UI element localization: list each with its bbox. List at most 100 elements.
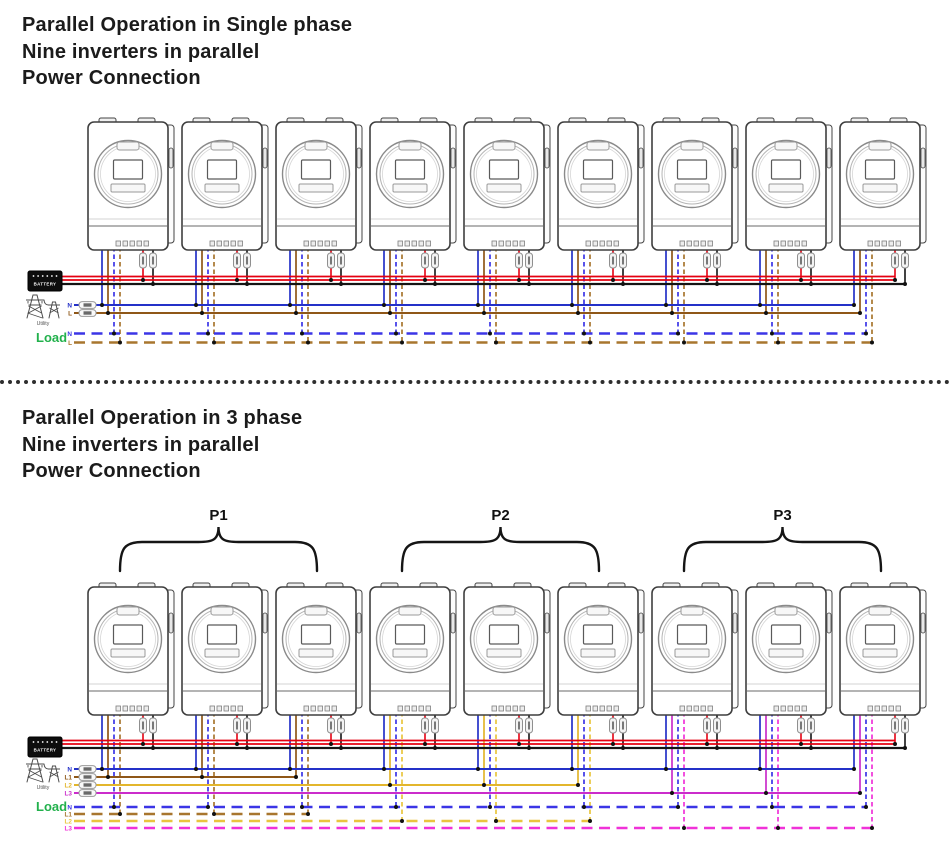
fuse-icon [525,717,533,734]
junction-dot [576,311,580,315]
fuse-icon [619,717,627,734]
lcd-screen [112,624,144,645]
lcd-screen [300,624,332,645]
inverter-unit [275,117,363,251]
battery-body [27,736,63,758]
junction-dot [903,746,907,750]
battery-cell-dot [51,741,53,743]
lcd-screen [112,159,144,180]
inverter-unit [181,117,269,251]
junction-dot [194,767,198,771]
terminal-mark [425,705,431,712]
junction-dot [517,278,521,282]
status-window [210,606,234,616]
battery-icon: BATTERY [27,736,63,758]
junction-dot [433,282,437,286]
terminal-mark [303,705,309,712]
fuse-icon [901,717,909,734]
fuse-icon [703,717,711,734]
junction-dot [517,742,521,746]
status-window [116,606,140,616]
junction-dot [200,311,204,315]
side-handle [168,147,174,169]
terminal-mark [324,705,330,712]
fuse-icon [421,252,429,269]
junction-dot [621,282,625,286]
junction-dot [670,311,674,315]
terminal-mark [303,240,309,247]
terminal-mark [693,705,699,712]
junction-dot [400,819,404,823]
junction-dot [776,826,780,830]
junction-dot [705,278,709,282]
button-bar [862,648,898,658]
line-label: L [68,340,72,347]
fuse-icon [233,252,241,269]
junction-dot [306,812,310,816]
junction-dot [300,331,304,336]
display-ring-outer [657,139,727,209]
junction-dot [809,282,813,286]
junction-dot [151,746,155,750]
junction-dot [206,805,210,809]
terminal-mark [223,705,229,712]
terminal-mark [209,705,215,712]
status-window [304,606,328,616]
display-ring-outer [469,604,539,674]
battery-cell-dot [46,275,49,277]
title-line: Parallel Operation in 3 phase [22,407,303,429]
inverter-unit [463,582,551,716]
terminal-mark [115,240,121,247]
junction-dot [212,812,216,816]
junction-dot [570,767,574,771]
terminal-mark [324,240,330,247]
terminal-mark [707,240,713,247]
junction-dot [852,767,856,771]
junction-dot [329,742,333,746]
junction-dot [770,331,774,336]
junction-dot [141,278,145,282]
lcd-screen [582,624,614,645]
junction-dot [858,791,862,795]
junction-dot [488,331,492,336]
breaker-icon [78,765,97,773]
fuse-icon [891,717,899,734]
terminal-mark [794,240,800,247]
utility-label: Utility [37,321,50,327]
junction-dot [588,819,592,823]
junction-dot [670,791,674,795]
junction-dot [400,340,404,345]
junction-dot [206,331,210,336]
inverter-row [87,582,927,716]
breaker-core [83,311,92,315]
junction-dot [870,826,874,830]
phase-group-label: P1 [209,507,227,524]
breaker-icon [78,773,97,781]
side-handle [732,147,738,169]
battery-cell-dot [32,275,35,277]
battery-label: BATTERY [34,748,57,753]
battery-label: BATTERY [34,282,57,287]
junction-dot [235,278,239,282]
side-handle [826,147,832,169]
terminal-mark [700,705,706,712]
side-handle [544,147,550,169]
inverter-row [87,117,927,251]
junction-dot [339,282,343,286]
inverter-unit [651,582,739,716]
junction-dot [388,783,392,787]
junction-dots [100,252,909,345]
side-handle [262,612,268,634]
status-window [680,141,704,151]
junction-dot [106,775,110,779]
terminal-mark [519,240,525,247]
fuse-icon [515,252,523,269]
display-ring-outer [657,604,727,674]
fuse-icon [807,252,815,269]
terminal-mark [230,705,236,712]
inverter-unit [557,582,645,716]
fuse-icon [901,252,909,269]
pylon-lattice [28,769,42,778]
terminal-mark [209,240,215,247]
